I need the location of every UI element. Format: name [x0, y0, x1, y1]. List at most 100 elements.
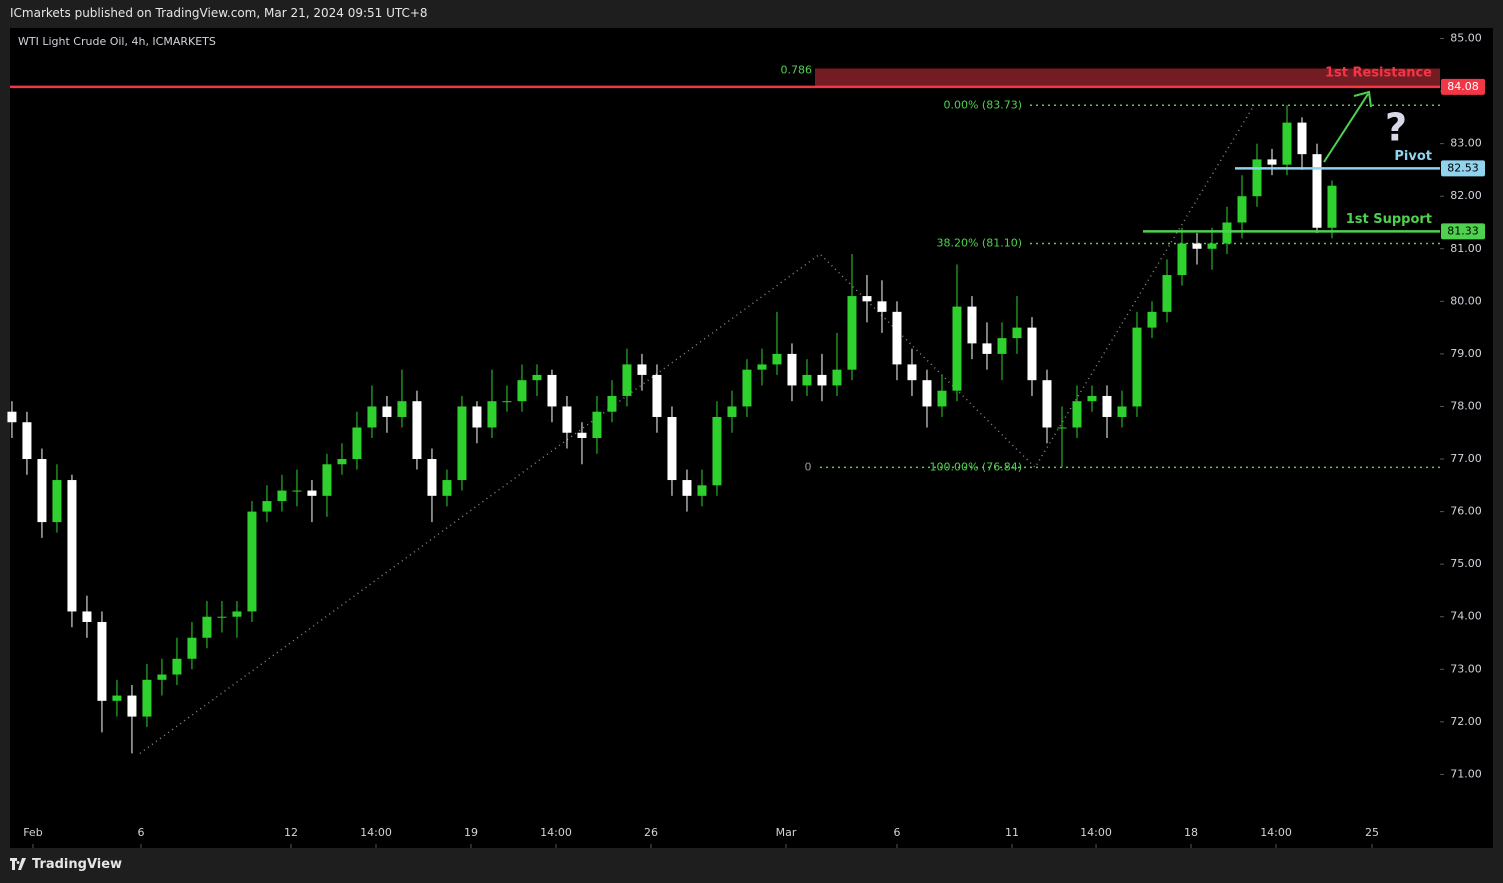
candle-body — [172, 658, 182, 675]
candle-body — [427, 459, 437, 496]
candle-body — [1087, 395, 1097, 402]
candle-body — [847, 296, 857, 370]
y-tick-label: 81.00 — [1450, 242, 1482, 255]
candle-body — [82, 611, 92, 622]
candle-body — [652, 374, 662, 417]
candle-body — [142, 679, 152, 717]
fib-label: 38.20% (81.10) — [936, 237, 1022, 250]
x-tick-label: 26 — [644, 826, 658, 839]
x-tick-label: 14:00 — [1260, 826, 1292, 839]
candle-body — [1237, 196, 1247, 223]
level-axis-box — [1441, 223, 1485, 240]
annotation: ? — [1385, 106, 1407, 150]
x-tick-label: 19 — [464, 826, 478, 839]
y-tick-label: 75.00 — [1450, 557, 1482, 570]
x-tick-label: 14:00 — [360, 826, 392, 839]
candle-body — [1117, 406, 1127, 417]
y-tick-label: 77.00 — [1450, 452, 1482, 465]
candle-body — [547, 374, 557, 407]
candle-body — [967, 306, 977, 344]
candle-body — [412, 401, 422, 460]
candle-body — [337, 459, 347, 465]
candle-body — [472, 406, 482, 428]
forecast-arrow — [1323, 90, 1372, 163]
candle-body — [487, 401, 497, 428]
candle-body — [532, 374, 542, 381]
fib-start-label: 0 — [805, 460, 812, 473]
candle-body — [622, 364, 632, 396]
candle-body — [562, 406, 572, 433]
candle-body — [832, 369, 842, 386]
level-axis-label: 81.33 — [1447, 224, 1479, 237]
candle-body — [1282, 122, 1292, 165]
level-name: Pivot — [1394, 149, 1432, 164]
x-tick-label: 18 — [1184, 826, 1198, 839]
candle-body — [982, 343, 992, 354]
candle-body — [1327, 185, 1337, 228]
candle-body — [202, 616, 212, 638]
candle-body — [442, 480, 452, 496]
y-tick-label: 84.00 — [1450, 84, 1482, 97]
candle-body — [787, 353, 797, 386]
level-axis-box — [1441, 160, 1485, 177]
candle-body — [742, 369, 752, 407]
fib-zone — [815, 68, 1440, 87]
candle-body — [502, 401, 512, 403]
candle-body — [97, 621, 107, 701]
candle-body — [1192, 243, 1202, 249]
candle-body — [382, 406, 392, 417]
candle-body — [817, 374, 827, 386]
candle-body — [772, 353, 782, 365]
level-name: 1st Resistance — [1325, 65, 1432, 80]
x-tick-label: Feb — [23, 826, 42, 839]
candle-body — [697, 485, 707, 496]
candle-body — [1057, 427, 1067, 429]
y-tick-label: 79.00 — [1450, 347, 1482, 360]
candle-body — [802, 374, 812, 386]
candle-body — [307, 490, 317, 496]
candle-body — [1012, 327, 1022, 339]
candle-body — [637, 364, 647, 375]
x-tick-label: 12 — [284, 826, 298, 839]
chart-title: WTI Light Crude Oil, 4h, ICMARKETS — [18, 35, 216, 48]
x-tick-label: 11 — [1005, 826, 1019, 839]
candle-body — [352, 427, 362, 460]
chart-background — [10, 28, 1493, 848]
candle-body — [667, 416, 677, 481]
candle-body — [37, 459, 47, 523]
candle-body — [187, 637, 197, 659]
candle-body — [322, 464, 332, 496]
candle-body — [937, 390, 947, 407]
candle-body — [682, 480, 692, 496]
candle-body — [592, 411, 602, 438]
x-tick-label: 14:00 — [540, 826, 572, 839]
candle-body — [217, 616, 227, 618]
candle-body — [232, 611, 242, 617]
candle-body — [727, 406, 737, 417]
candle-body — [7, 411, 17, 423]
y-tick-label: 74.00 — [1450, 610, 1482, 623]
y-tick-label: 76.00 — [1450, 505, 1482, 518]
x-tick-label: 6 — [137, 826, 144, 839]
fib-zone-label: 0.786 — [781, 63, 813, 76]
candle-body — [1177, 243, 1187, 276]
candle-body — [52, 480, 62, 523]
level-axis-label: 84.08 — [1447, 80, 1479, 93]
candle-body — [1072, 401, 1082, 428]
candle-body — [247, 511, 257, 612]
brand-logo — [10, 858, 26, 870]
fib-label: 100.00% (76.84) — [929, 460, 1022, 473]
y-tick-label: 80.00 — [1450, 294, 1482, 307]
candle-body — [457, 406, 467, 481]
x-tick-label: 6 — [893, 826, 900, 839]
candle-body — [577, 432, 587, 438]
candle-body — [1042, 380, 1052, 428]
candle-body — [112, 695, 122, 701]
x-tick-label: 14:00 — [1080, 826, 1112, 839]
candle-body — [1222, 222, 1232, 244]
candle-body — [997, 338, 1007, 354]
candle-body — [517, 380, 527, 402]
y-tick-label: 83.00 — [1450, 137, 1482, 150]
candle-body — [892, 311, 902, 365]
